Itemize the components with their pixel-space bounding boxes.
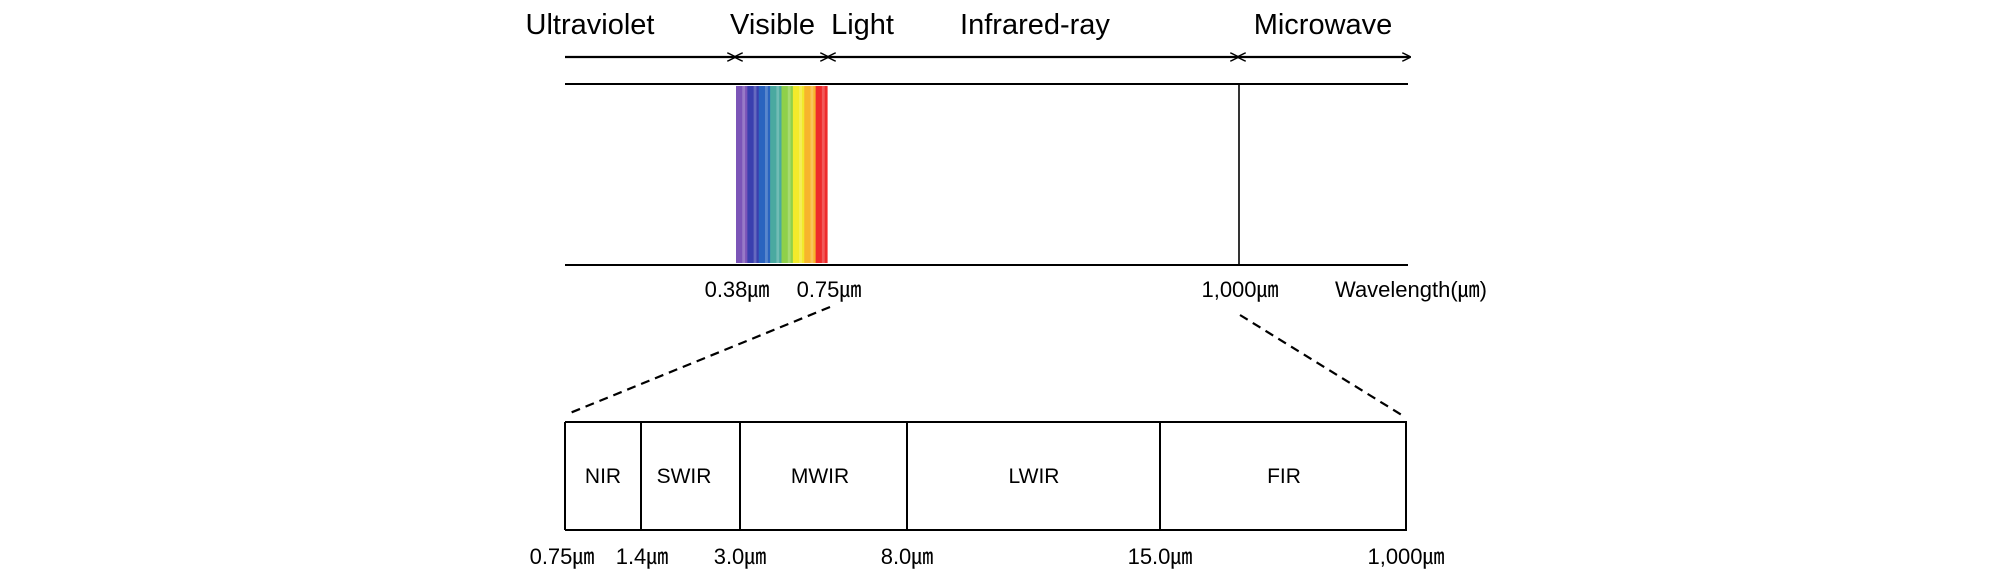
visible-stripe-1 — [747, 86, 760, 263]
band-lwir-label: LWIR — [1009, 465, 1060, 488]
visible-stripe-0 — [736, 86, 748, 263]
axis-label-wavelength: Wavelength(㎛) — [1335, 277, 1487, 303]
visible-light-stripes — [736, 86, 828, 263]
visible-stripe-2 — [758, 86, 771, 263]
zoom-line-right — [1239, 314, 1406, 418]
region-infrared-label: Infrared-ray — [960, 9, 1110, 41]
visible-stripe-highlight-6 — [810, 86, 814, 263]
boundary-label-3-0: 3.0㎛ — [714, 544, 767, 570]
zoom-line-left — [569, 305, 831, 415]
visible-stripe-6 — [804, 86, 817, 263]
visible-stripe-highlight-3 — [776, 86, 780, 263]
boundary-label-0-75: 0.75㎛ — [530, 544, 595, 570]
region-microwave-label: Microwave — [1254, 9, 1393, 41]
visible-stripe-4 — [781, 86, 794, 263]
visible-stripe-7 — [815, 86, 828, 263]
visible-stripe-highlight-4 — [787, 86, 791, 263]
band-nir-label: NIR — [585, 465, 621, 488]
visible-stripe-highlight-1 — [753, 86, 757, 263]
band-swir-label: SWIR — [657, 465, 712, 488]
boundary-label-8-0: 8.0㎛ — [881, 544, 934, 570]
infrared-bands-box — [564, 421, 1407, 531]
tick-label-1000: 1,000㎛ — [1201, 277, 1278, 303]
visible-stripe-highlight-0 — [742, 86, 746, 263]
band-mwir-label: MWIR — [791, 465, 849, 488]
boundary-label-1-4: 1.4㎛ — [616, 544, 669, 570]
tick-label-0-75: 0.75㎛ — [797, 277, 862, 303]
visible-stripe-highlight-7 — [821, 86, 825, 263]
boundary-label-15-0: 15.0㎛ — [1128, 544, 1193, 570]
tick-label-0-38: 0.38㎛ — [705, 277, 770, 303]
visible-stripe-highlight-2 — [765, 86, 768, 263]
visible-stripe-3 — [770, 86, 783, 263]
visible-stripe-5 — [792, 86, 805, 263]
region-visible-light-label: Visible Light — [730, 9, 894, 41]
visible-stripe-highlight-5 — [799, 86, 802, 263]
region-ultraviolet-label: Ultraviolet — [526, 9, 655, 41]
band-fir-label: FIR — [1267, 465, 1301, 488]
boundary-label-1000: 1,000㎛ — [1367, 544, 1444, 570]
